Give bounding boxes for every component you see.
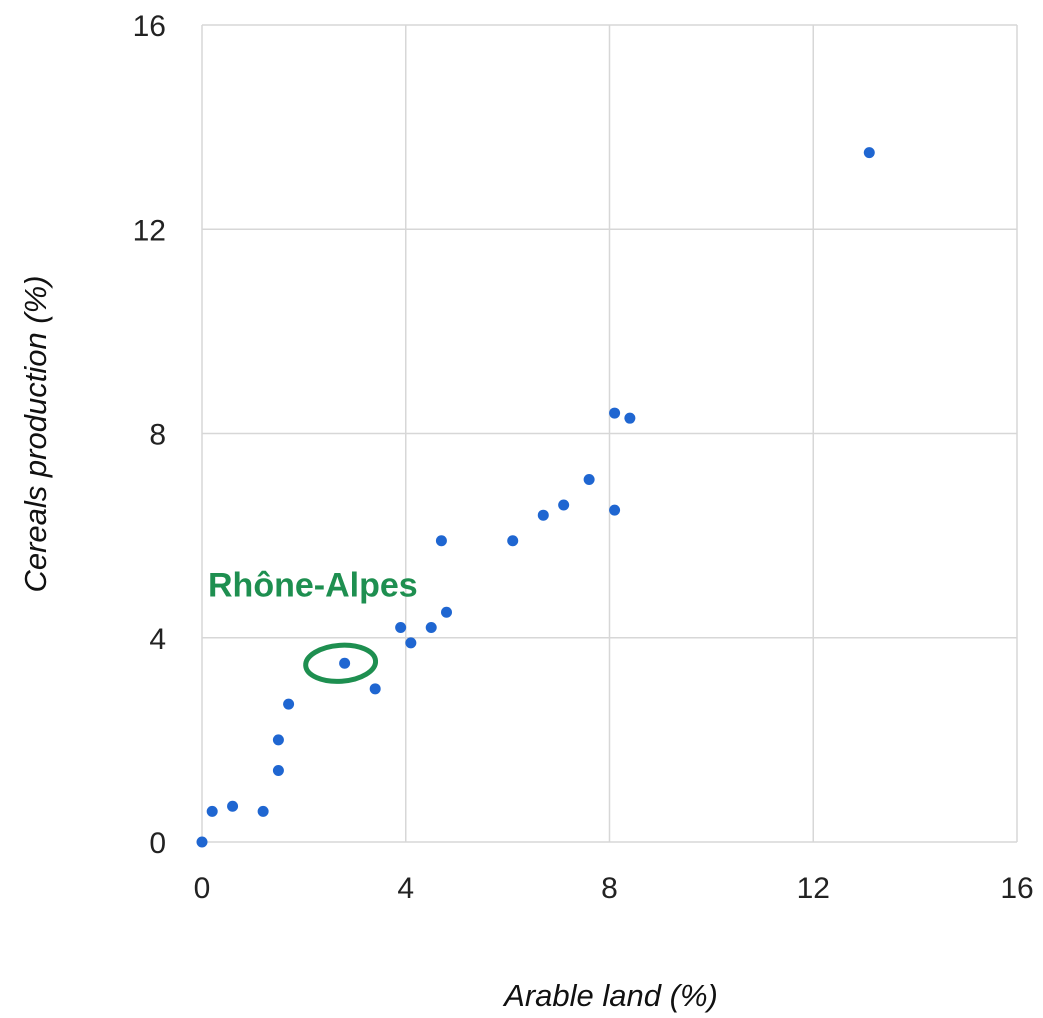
x-tick-label: 12 [797,872,830,905]
data-point [272,734,284,746]
data-point [609,407,621,419]
data-point [624,412,636,424]
y-tick-label: 4 [149,623,166,656]
data-point [257,805,269,817]
data-point [507,535,519,547]
data-point [369,683,381,695]
x-tick-label: 0 [194,872,211,905]
y-axis-title: Cereals production (%) [18,275,53,592]
data-point [583,473,595,485]
data-point [227,800,239,812]
data-point [425,622,437,634]
annotation-label: Rhône-Alpes [208,566,418,604]
data-point [395,622,407,634]
grid [201,24,1018,843]
data-point [863,147,875,159]
data-point [609,504,621,516]
data-point [441,606,452,618]
annotations: Rhône-Alpes [208,566,418,684]
x-axis-title: Arable land (%) [502,978,718,1013]
data-point [283,698,295,710]
y-tick-label: 16 [133,10,166,43]
data-points [196,147,875,848]
y-tick-label: 8 [149,419,166,452]
data-point [339,657,351,669]
data-point [196,836,208,848]
highlight-circle [303,642,379,684]
data-point [435,535,447,547]
x-tick-label: 8 [601,872,618,905]
data-point [537,509,549,521]
y-tick-label: 0 [149,827,166,860]
tick-labels: 0 4 8 12 16 0 4 8 12 16 [133,10,1034,905]
x-tick-label: 4 [397,872,414,905]
data-point [272,765,284,777]
data-point [405,637,417,649]
data-point [206,805,218,817]
x-tick-label: 16 [1000,872,1033,905]
data-point [558,499,570,511]
y-tick-label: 12 [133,214,166,247]
